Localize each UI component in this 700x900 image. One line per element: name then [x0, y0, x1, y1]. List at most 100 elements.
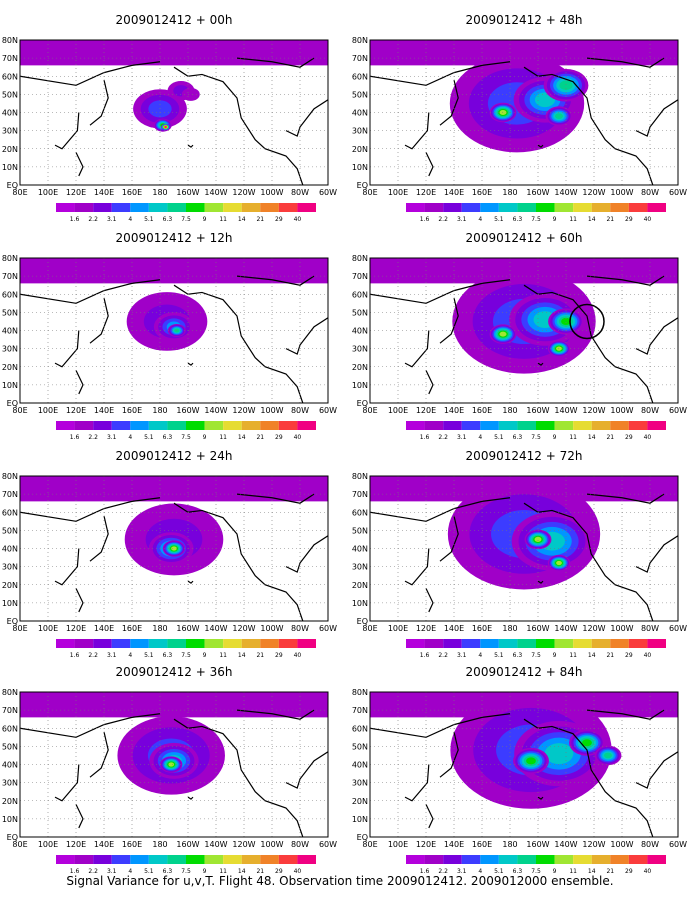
lon-tick-label: 140E — [94, 188, 114, 197]
colorbar-swatch — [56, 639, 75, 648]
colorbar-swatch — [628, 855, 648, 864]
colorbar-swatch — [406, 421, 425, 430]
colorbar-label: 5.1 — [144, 216, 154, 223]
colorbar-label: 7.5 — [531, 434, 541, 441]
colorbar-swatch — [628, 203, 648, 212]
lat-tick-label: 80N — [352, 688, 368, 697]
lon-tick-label: 160E — [472, 624, 492, 633]
lat-tick-label: 40N — [2, 761, 18, 770]
colorbar-swatch — [517, 421, 536, 430]
colorbar-swatch — [111, 421, 131, 430]
panel-36h: 2009012412 + 36h 80N 70N 60N 50N 40N 30N 20N 10N… — [2, 665, 337, 875]
lat-tick-label: 70N — [352, 490, 368, 499]
colorbar-swatch — [186, 203, 205, 212]
colorbar-swatch — [573, 639, 592, 648]
colorbar-label: 14 — [588, 652, 596, 659]
lon-tick-label: 160E — [472, 840, 492, 849]
lat-tick-label: 50N — [352, 308, 368, 317]
colorbar-label: 4 — [128, 652, 132, 659]
colorbar-label: 1.6 — [70, 216, 80, 223]
lon-tick-label: 160E — [472, 188, 492, 197]
lon-tick-label: 180 — [502, 188, 517, 197]
panel-60h: 2009012412 + 60h 80N 70N 60N 50N 40N 30N 20N 10N… — [352, 231, 687, 441]
colorbar-label: 2.2 — [88, 216, 98, 223]
colorbar-label: 6.3 — [513, 652, 523, 659]
colorbar-swatch — [111, 639, 131, 648]
colorbar-label: 5.1 — [494, 434, 504, 441]
lon-tick-label: 80W — [291, 624, 309, 633]
variance-field — [20, 40, 328, 185]
colorbar-label: 5.1 — [144, 652, 154, 659]
variance-contour — [555, 113, 563, 119]
lat-tick-label: 70N — [352, 54, 368, 63]
colorbar-swatch — [278, 639, 298, 648]
colorbar-label: 6.3 — [163, 216, 173, 223]
colorbar-label: 1.6 — [70, 868, 80, 875]
lat-tick-label: 80N — [2, 472, 18, 481]
colorbar-label: 40 — [644, 652, 652, 659]
colorbar-label: 9 — [203, 216, 207, 223]
panel-title: 2009012412 + 12h — [116, 231, 233, 245]
lon-tick-label: 140W — [554, 840, 577, 849]
panel-24h: 2009012412 + 24h 80N 70N 60N 50N 40N 30N 20N 10N… — [2, 449, 337, 659]
colorbar-label: 4 — [478, 434, 482, 441]
colorbar-swatch — [406, 639, 425, 648]
colorbar-swatch — [536, 203, 555, 212]
coastline — [20, 709, 328, 837]
colorbar-label: 4 — [478, 868, 482, 875]
lat-tick-label: 30N — [352, 345, 368, 354]
lon-tick-label: 120E — [416, 188, 436, 197]
colorbar-label: 6.3 — [163, 434, 173, 441]
lon-tick-label: 120E — [66, 188, 86, 197]
colorbar: 1.6 2.2 3.1 4 5.1 6.3 7.5 9 11 14 21 29 40 — [406, 639, 666, 659]
colorbar-label: 7.5 — [181, 434, 191, 441]
colorbar-swatch — [443, 639, 462, 648]
colorbar-label: 21 — [606, 652, 614, 659]
colorbar-swatch — [554, 421, 574, 430]
lat-tick-label: 20N — [2, 797, 18, 806]
colorbar-label: 2.2 — [88, 868, 98, 875]
variance-contour — [164, 126, 167, 128]
lon-tick-label: 100W — [260, 624, 283, 633]
lon-tick-label: 100W — [260, 188, 283, 197]
colorbar-label: 7.5 — [181, 216, 191, 223]
lon-tick-label: 140W — [554, 406, 577, 415]
colorbar-swatch — [111, 855, 131, 864]
colorbar-label: 2.2 — [438, 434, 448, 441]
colorbar-label: 9 — [553, 216, 557, 223]
colorbar-label: 3.1 — [457, 868, 467, 875]
colorbar-swatch — [610, 855, 629, 864]
colorbar-label: 14 — [238, 216, 246, 223]
lon-tick-label: 140E — [444, 624, 464, 633]
panel-0h: 2009012412 + 00h 80N 70N 60N 50N 40N 30N 20N 10N… — [2, 13, 337, 223]
colorbar-swatch — [74, 855, 94, 864]
colorbar-label: 5.1 — [144, 434, 154, 441]
grid — [20, 692, 328, 837]
colorbar-label: 2.2 — [438, 216, 448, 223]
colorbar-label: 1.6 — [420, 216, 430, 223]
colorbar-label: 14 — [238, 652, 246, 659]
colorbar-label: 21 — [606, 216, 614, 223]
colorbar-swatch — [186, 421, 205, 430]
colorbar: 1.6 2.2 3.1 4 5.1 6.3 7.5 9 11 14 21 29 40 — [56, 855, 316, 875]
lat-tick-label: 80N — [352, 36, 368, 45]
colorbar-swatch — [536, 421, 555, 430]
colorbar-swatch — [93, 421, 112, 430]
colorbar-swatch — [93, 203, 112, 212]
lat-tick-label: 20N — [352, 581, 368, 590]
variance-field — [20, 476, 328, 621]
colorbar: 1.6 2.2 3.1 4 5.1 6.3 7.5 9 11 14 21 29 40 — [56, 203, 316, 223]
background-band — [20, 258, 328, 284]
colorbar: 1.6 2.2 3.1 4 5.1 6.3 7.5 9 11 14 21 29 40 — [406, 203, 666, 223]
colorbar-swatch — [93, 855, 112, 864]
colorbar-label: 2.2 — [88, 652, 98, 659]
colorbar: 1.6 2.2 3.1 4 5.1 6.3 7.5 9 11 14 21 29 40 — [56, 421, 316, 441]
colorbar-label: 6.3 — [513, 216, 523, 223]
colorbar-label: 5.1 — [144, 868, 154, 875]
lon-tick-label: 180 — [502, 624, 517, 633]
lat-tick-label: 30N — [2, 563, 18, 572]
colorbar-label: 7.5 — [181, 652, 191, 659]
colorbar-swatch — [610, 639, 629, 648]
panel-title: 2009012412 + 24h — [116, 449, 233, 463]
